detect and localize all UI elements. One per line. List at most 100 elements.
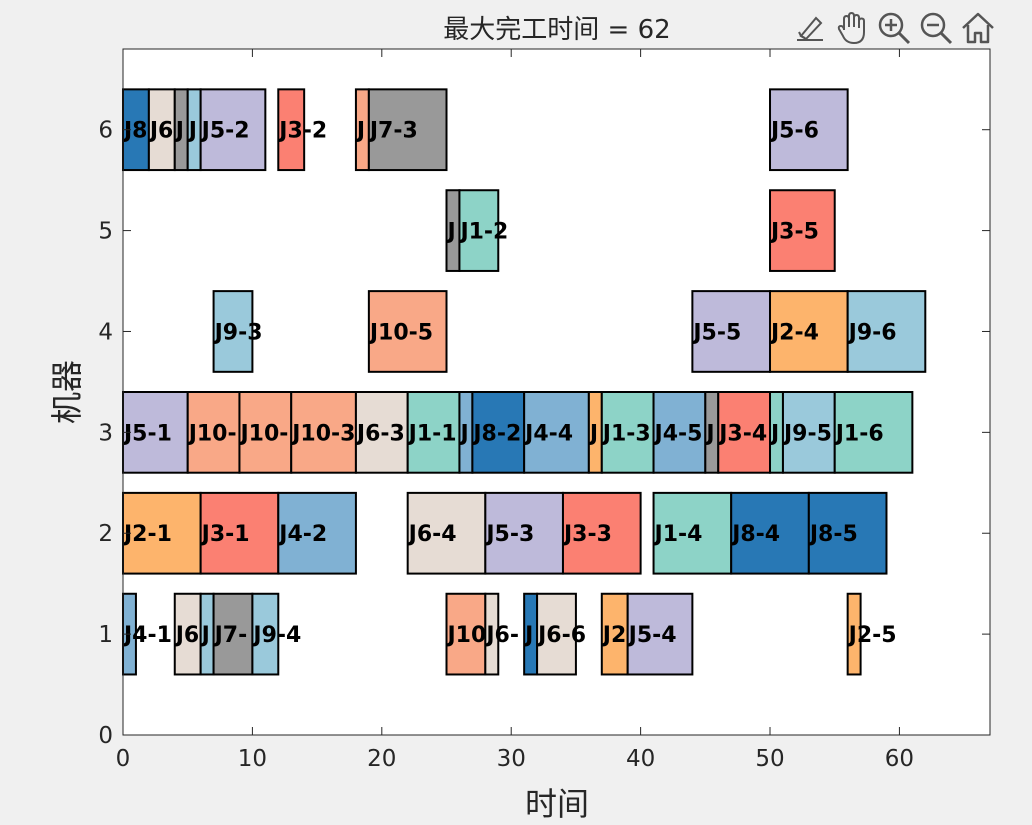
- gantt-bar: [561, 491, 642, 575]
- bar-label: J3-4: [717, 421, 767, 446]
- gantt-bar: [367, 290, 448, 373]
- gantt-bar: [536, 592, 577, 676]
- gantt-bar: [846, 290, 927, 373]
- gantt-bar: [833, 391, 914, 474]
- gantt-bar: [523, 391, 590, 474]
- bar-label: J6: [174, 623, 200, 648]
- y-tick-label: 6: [98, 118, 113, 144]
- bar-label: J: [769, 421, 779, 446]
- bar-label: J: [523, 623, 533, 648]
- bar-label: J1-4: [653, 522, 703, 547]
- bar-label: J8-4: [730, 522, 780, 547]
- bar-label: J5-6: [769, 119, 819, 144]
- bar-label: J4-4: [523, 421, 573, 446]
- bar-label: J5-1: [122, 421, 172, 446]
- brush-button[interactable]: [790, 8, 830, 48]
- zoom-out-button[interactable]: [916, 8, 956, 48]
- y-tick-label: 2: [98, 521, 113, 547]
- gantt-bar: [122, 491, 202, 575]
- bar-label: J5-2: [200, 119, 250, 144]
- bar-label: J5-5: [691, 320, 741, 345]
- bar-label: J10: [446, 623, 487, 648]
- x-tick-label: 20: [367, 746, 396, 772]
- bar-label: J6-6: [536, 623, 586, 648]
- bar-label: J2-1: [122, 522, 172, 547]
- bar-label: J10-3: [290, 421, 355, 446]
- gantt-bar: [769, 290, 849, 373]
- gantt-bar: [354, 391, 409, 474]
- home-icon: [962, 12, 994, 44]
- gantt-bar: [600, 592, 629, 676]
- gantt-bar: [212, 290, 254, 373]
- bar-label: J: [446, 220, 456, 245]
- gantt-bar: [484, 592, 500, 676]
- x-tick-label: 30: [497, 746, 526, 772]
- bar-label: J4-2: [277, 522, 327, 547]
- bar-label: J9-5: [782, 421, 832, 446]
- zoom-in-button[interactable]: [874, 8, 914, 48]
- bars-layer: J8 J6 J J J5-2 J3-2 J J7-3 J5-6J J1-2 J3-5J9-3 J10-…: [122, 88, 927, 676]
- y-tick-label: 5: [98, 219, 113, 245]
- bar-label: J9-3: [213, 320, 263, 345]
- gantt-bar: [807, 491, 888, 575]
- brush-icon: [797, 16, 823, 41]
- gantt-bar: [769, 88, 849, 172]
- gantt-bar: [406, 491, 487, 575]
- bar-label: J2: [601, 623, 627, 648]
- gantt-bar: [199, 88, 267, 172]
- bar-label: J7-: [213, 623, 248, 648]
- gantt-bar: [600, 391, 655, 474]
- home-button[interactable]: [958, 8, 998, 48]
- bar-label: J: [588, 421, 598, 446]
- ticks-layer: 0 10 20 30 40 50 60 0 1 2 3 4 5 6: [98, 49, 990, 772]
- gantt-bar: [484, 491, 564, 575]
- gantt-bar: [691, 290, 772, 373]
- gantt-bar: [652, 391, 707, 474]
- gantt-bar: [199, 491, 280, 575]
- bar-label: J: [174, 119, 184, 144]
- bar-label: J: [187, 119, 197, 144]
- bar-label: J1-2: [458, 220, 508, 245]
- pan-hand-icon: [837, 12, 865, 44]
- bar-label: J6-3: [355, 421, 405, 446]
- bar-label: J5-3: [484, 522, 534, 547]
- bar-label: J: [704, 421, 714, 446]
- bar-label: J5-4: [627, 623, 677, 648]
- zoom-out-icon: [920, 12, 953, 45]
- gantt-bar: [458, 189, 500, 272]
- bar-label: J1-6: [834, 421, 884, 446]
- bar-label: J4-5: [653, 421, 703, 446]
- bar-label: J9-6: [847, 320, 897, 345]
- y-tick-label: 0: [98, 723, 113, 749]
- bar-label: J2-5: [847, 623, 897, 648]
- axes-box: [122, 48, 991, 736]
- bar-label: J3-3: [562, 522, 612, 547]
- bar-label: J7-3: [368, 119, 418, 144]
- bar-label: J10-: [187, 421, 237, 446]
- bar-label: J8-5: [808, 522, 858, 547]
- bar-label: J1-1: [407, 421, 457, 446]
- bar-label: J: [200, 623, 210, 648]
- y-tick-label: 3: [98, 420, 113, 446]
- bar-label: J6-: [484, 623, 519, 648]
- gantt-bar: [251, 592, 280, 676]
- x-tick-label: 50: [755, 746, 784, 772]
- gantt-bar: [290, 391, 357, 474]
- gantt-bar: [406, 391, 461, 474]
- gantt-bar: [277, 491, 357, 575]
- chart-title: 最大完工时间 = 62: [443, 15, 670, 45]
- y-axis-label: 机器: [48, 360, 86, 424]
- bar-label: J: [355, 119, 365, 144]
- gantt-bar: [626, 592, 694, 676]
- pan-button[interactable]: [832, 8, 872, 48]
- bar-label: J3-2: [277, 119, 327, 144]
- gantt-bar: [147, 88, 176, 172]
- bar-label: J3-5: [769, 220, 819, 245]
- x-tick-label: 60: [885, 746, 914, 772]
- axes-toolbar: [790, 8, 998, 48]
- bar-label: J10-5: [368, 320, 433, 345]
- gantt-bar: [846, 592, 862, 676]
- x-tick-label: 40: [626, 746, 655, 772]
- bar-label: J6: [148, 119, 174, 144]
